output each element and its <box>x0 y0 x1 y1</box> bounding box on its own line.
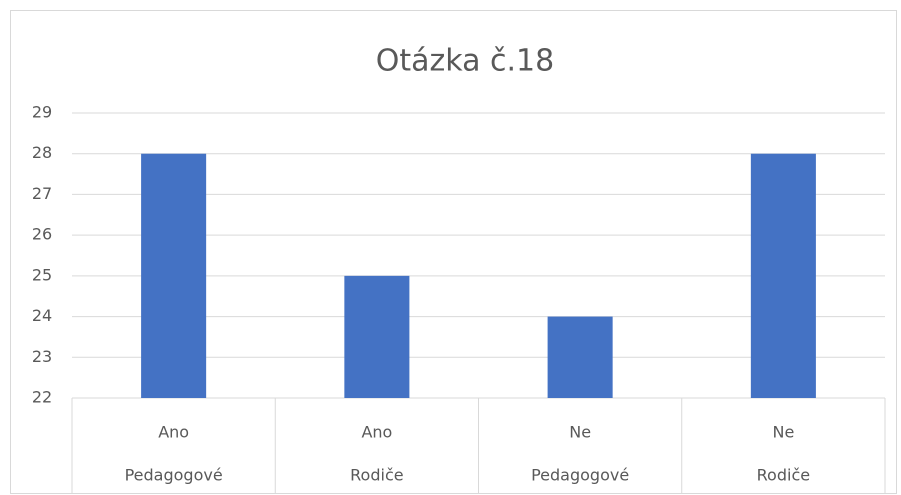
x-tick-label: Pedagogové <box>125 466 223 485</box>
x-tick-label: Ne <box>772 423 794 442</box>
y-tick-label: 25 <box>32 265 52 284</box>
chart-title: Otázka č.18 <box>376 44 554 79</box>
x-tick-label: Ne <box>569 423 591 442</box>
x-tick-label: Rodiče <box>350 466 403 485</box>
y-tick-label: 29 <box>32 103 52 122</box>
bar <box>547 316 613 398</box>
bar <box>750 153 816 398</box>
bar <box>141 153 207 398</box>
x-tick-label: Pedagogové <box>531 466 629 485</box>
x-tick-label: Rodiče <box>757 466 810 485</box>
y-tick-label: 28 <box>32 143 52 162</box>
y-tick-label: 27 <box>32 184 52 203</box>
bar <box>344 275 410 398</box>
y-tick-label: 22 <box>32 388 52 407</box>
y-tick-label: 26 <box>32 225 52 244</box>
y-tick-label: 24 <box>32 306 52 325</box>
x-tick-label: Ano <box>158 423 189 442</box>
y-tick-label: 23 <box>32 347 52 366</box>
x-tick-label: Ano <box>361 423 392 442</box>
